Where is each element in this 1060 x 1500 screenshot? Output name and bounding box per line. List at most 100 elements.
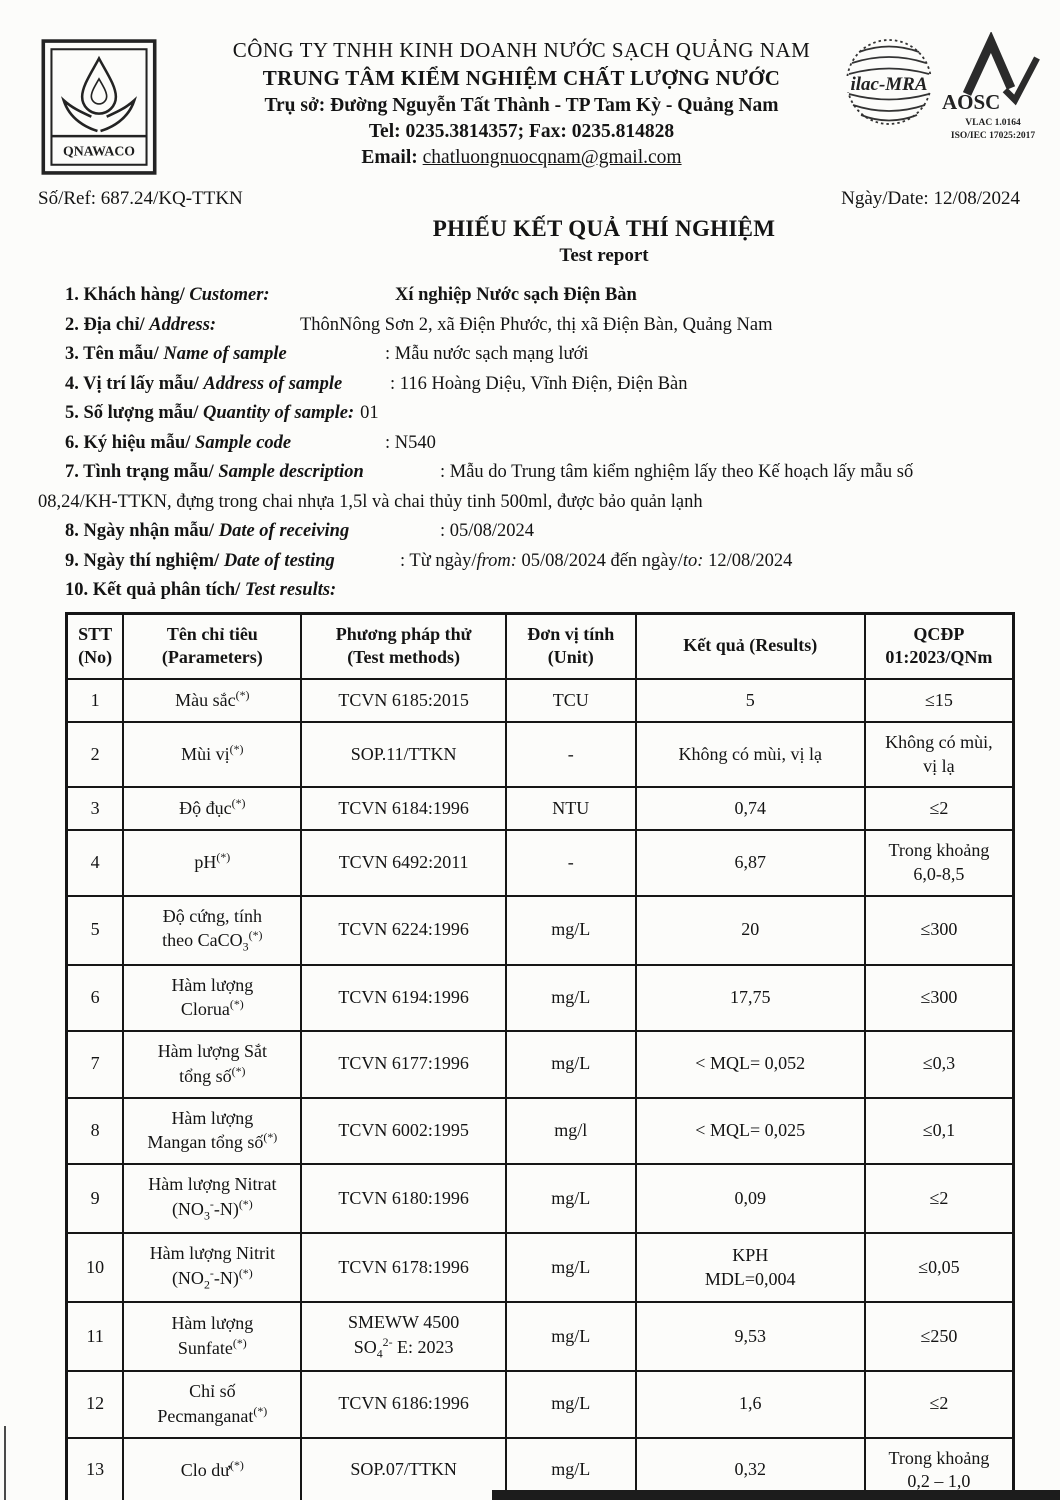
cell-limit: Không có mùi, vị lạ bbox=[863, 720, 1015, 789]
aosc-logo-icon: AOSC VLAC 1.0164 ISO/IEC 17025:2017 bbox=[942, 32, 1040, 141]
table-row: 13 Clo dư(*) SOP.07/TTKN mg/L 0,32 Trong khoả… bbox=[65, 1436, 1015, 1500]
label-testing-vi: 9. Ngày thí nghiệm/ bbox=[65, 550, 224, 571]
cell-stt: 10 bbox=[65, 1232, 125, 1304]
header-unit: Đơn vị tính (Unit) bbox=[504, 612, 637, 680]
cell-stt: 8 bbox=[65, 1096, 125, 1166]
scan-artifact-bar bbox=[492, 1490, 1060, 1500]
ilac-mra-text: ilac-MRA bbox=[850, 74, 927, 95]
meta-row: Số/Ref: 687.24/KQ-TTKN Ngày/Date: 12/08/… bbox=[38, 188, 1020, 210]
cell-result: KPH MDL=0,004 bbox=[634, 1232, 866, 1304]
cell-limit: Trong khoảng 6,0-8,5 bbox=[863, 829, 1015, 897]
scan-artifact-edge bbox=[4, 1426, 6, 1500]
cell-unit: - bbox=[504, 829, 637, 897]
info-date-receiving: 8. Ngày nhận mẫu/ Date of receiving: 05/… bbox=[65, 517, 1030, 547]
label-customer-en: Customer: bbox=[189, 285, 270, 305]
cell-result: 17,75 bbox=[634, 963, 866, 1033]
label-sample-code-en: Sample code bbox=[195, 432, 292, 453]
cell-unit: TCU bbox=[504, 678, 637, 723]
ref-number: Số/Ref: 687.24/KQ-TTKN bbox=[38, 188, 243, 209]
table-row: 6 Hàm lượng Clorua(*) TCVN 6194:1996 mg/L 17… bbox=[65, 963, 1015, 1033]
cell-unit: - bbox=[504, 720, 637, 789]
cell-result: 0,74 bbox=[634, 786, 866, 831]
table-row: 11 Hàm lượng Sunfate(*) SMEWW 4500 SO42- E… bbox=[65, 1301, 1015, 1373]
label-testing-en: Date of testing bbox=[223, 550, 335, 571]
label-receiving-vi: 8. Ngày nhận mẫu/ bbox=[65, 521, 219, 541]
cell-limit: ≤15 bbox=[863, 678, 1015, 723]
cell-parameter: Chỉ số Pecmanganat(*) bbox=[122, 1370, 303, 1439]
center-name: TRUNG TÂM KIỂM NGHIỆM CHẤT LƯỢNG NƯỚC bbox=[262, 66, 781, 91]
cell-parameter: Hàm lượng Mangan tổng số(*) bbox=[122, 1096, 303, 1166]
label-description-vi: 7. Tình trạng mẫu/ bbox=[65, 462, 219, 482]
table-row: 5 Độ cứng, tính theo CaCO3(*) TCVN 6224:19… bbox=[65, 894, 1015, 966]
cell-unit: mg/L bbox=[504, 1301, 637, 1373]
cell-limit: ≤2 bbox=[863, 786, 1015, 831]
label-address-vi: 2. Địa chỉ/ bbox=[65, 314, 150, 335]
cell-stt: 9 bbox=[65, 1163, 125, 1235]
water-drop-logo-icon: QNAWACO bbox=[41, 39, 157, 175]
info-sample-quantity: 5. Số lượng mẫu/ Quantity of sample: 01 bbox=[65, 399, 1030, 429]
title-block: PHIẾU KẾT QUẢ THÍ NGHIỆM Test report bbox=[74, 216, 1060, 267]
table-row: 8 Hàm lượng Mangan tổng số(*) TCVN 6002:19… bbox=[65, 1096, 1015, 1166]
qnawaco-logo: QNAWACO bbox=[40, 38, 158, 176]
cell-parameter: Độ cứng, tính theo CaCO3(*) bbox=[122, 894, 303, 966]
iso-standard: ISO/IEC 17025:2017 bbox=[951, 131, 1035, 141]
header-limit: QCĐP 01:2023/QNm bbox=[863, 612, 1015, 680]
cell-stt: 12 bbox=[65, 1370, 125, 1439]
report-subtitle: Test report bbox=[559, 245, 649, 266]
results-table: STT (No) Tên chỉ tiêu (Parameters) Phươn… bbox=[65, 611, 1015, 1500]
sample-name-value: : Mẫu nước sạch mạng lưới bbox=[385, 344, 589, 364]
cell-unit: mg/l bbox=[504, 1096, 637, 1166]
cell-parameter: Hàm lượng Nitrit (NO2--N)(*) bbox=[122, 1232, 303, 1304]
cell-limit: ≤300 bbox=[863, 894, 1015, 966]
table-row: 12 Chỉ số Pecmanganat(*) TCVN 6186:1996 mg/… bbox=[65, 1370, 1015, 1439]
label-sample-name-en: Name of sample bbox=[163, 344, 287, 364]
tel-fax: Tel: 0235.3814357; Fax: 0235.814828 bbox=[368, 121, 675, 142]
label-quantity-en: Quantity of sample: bbox=[203, 403, 355, 423]
cell-result: 1,6 bbox=[634, 1370, 866, 1439]
cell-parameter: Hàm lượng Nitrat (NO3--N)(*) bbox=[122, 1163, 303, 1235]
quantity-value: 01 bbox=[360, 403, 379, 423]
certification-logos: ilac-MRA AOSC VLAC 1.0164 ISO/IEC 17025:… bbox=[843, 30, 1048, 144]
table-row: 9 Hàm lượng Nitrat (NO3--N)(*) TCVN 6180:1… bbox=[65, 1163, 1015, 1235]
info-test-results-heading: 10. Kết quả phân tích/ Test results: bbox=[65, 576, 1030, 606]
results-table-body: 1 Màu sắc(*) TCVN 6185:2015 TCU 5 ≤15 2 Mùi vị(… bbox=[65, 678, 1015, 1500]
cell-unit: mg/L bbox=[504, 1436, 637, 1500]
cell-method: TCVN 6002:1995 bbox=[300, 1096, 507, 1166]
label-quantity-vi: 5. Số lượng mẫu/ bbox=[65, 403, 204, 423]
header-result: Kết quả (Results) bbox=[634, 612, 866, 680]
description-value-line1: : Mẫu do Trung tâm kiểm nghiệm lấy theo … bbox=[440, 462, 914, 482]
cell-limit: ≤0,05 bbox=[863, 1232, 1015, 1304]
cell-result: 5 bbox=[634, 678, 866, 723]
table-row: 1 Màu sắc(*) TCVN 6185:2015 TCU 5 ≤15 bbox=[65, 678, 1015, 723]
cell-method: TCVN 6194:1996 bbox=[300, 963, 507, 1033]
label-results-en: Test results: bbox=[244, 580, 337, 600]
cell-result: < MQL= 0,052 bbox=[634, 1030, 866, 1099]
table-row: 4 pH(*) TCVN 6492:2011-6,87 Trong khoảng 6,… bbox=[65, 829, 1015, 897]
ilac-mra-logo-icon: ilac-MRA bbox=[846, 39, 932, 125]
cell-method: TCVN 6177:1996 bbox=[300, 1030, 507, 1099]
label-results-vi: 10. Kết quả phân tích/ bbox=[65, 580, 245, 600]
cell-method: SOP.11/TTKN bbox=[300, 720, 507, 789]
label-address-en: Address: bbox=[149, 314, 217, 335]
cell-method: SMEWW 4500 SO42- E: 2023 bbox=[300, 1301, 507, 1373]
email-address: chatluongnuocqnam@gmail.com bbox=[422, 147, 682, 169]
cell-unit: mg/L bbox=[504, 894, 637, 966]
info-sample-address: 4. Vị trí lấy mẫu/ Address of sample: 11… bbox=[65, 370, 1030, 400]
cell-unit: mg/L bbox=[504, 1163, 637, 1235]
header-method: Phương pháp thử (Test methods) bbox=[300, 612, 507, 680]
cell-method: TCVN 6178:1996 bbox=[300, 1232, 507, 1304]
cell-parameter: Hàm lượng Clorua(*) bbox=[122, 963, 303, 1033]
label-sample-address-en: Address of sample bbox=[203, 373, 343, 394]
cell-result: 0,32 bbox=[634, 1436, 866, 1500]
company-name: CÔNG TY TNHH KINH DOANH NƯỚC SẠCH QUẢNG … bbox=[232, 38, 811, 62]
cell-stt: 3 bbox=[65, 786, 125, 831]
cell-limit: ≤2 bbox=[863, 1370, 1015, 1439]
info-sample-name: 3. Tên mẫu/ Name of sample: Mẫu nước sạc… bbox=[65, 340, 1030, 370]
cell-parameter: Độ đục(*) bbox=[122, 786, 303, 831]
logo-text: QNAWACO bbox=[63, 144, 135, 159]
table-row: 2 Mùi vị(*) SOP.11/TTKN - Không có mùi, vị l… bbox=[65, 720, 1015, 789]
cell-parameter: pH(*) bbox=[122, 829, 303, 897]
cell-limit: ≤250 bbox=[863, 1301, 1015, 1373]
cell-limit: Trong khoảng 0,2 – 1,0 bbox=[863, 1436, 1015, 1500]
